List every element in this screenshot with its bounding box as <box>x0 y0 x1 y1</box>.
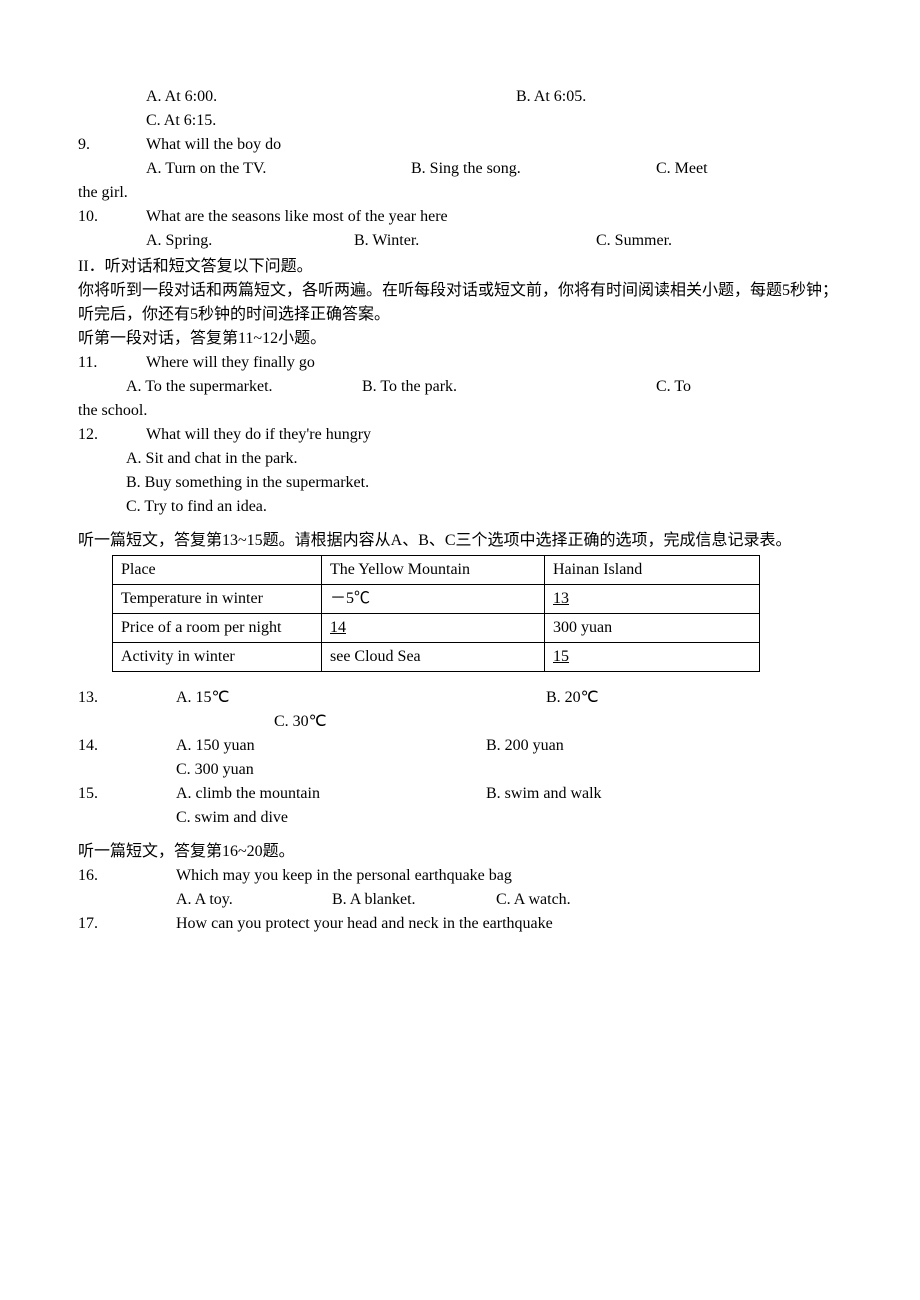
q11-choice-c-cont: the school. <box>78 399 842 423</box>
q16-choice-c: C. A watch. <box>496 888 571 912</box>
table-cell: 15 <box>545 643 760 672</box>
q10-choice-b: B. Winter. <box>354 229 596 253</box>
section2-sub1: 听第一段对话，答复第11~12小题。 <box>78 327 842 351</box>
q10-choice-c: C. Summer. <box>596 229 672 253</box>
q16-num: 16. <box>78 864 176 888</box>
passage1-intro: 听一篇短文，答复第13~15题。请根据内容从A、B、C三个选项中选择正确的选项，… <box>78 529 842 553</box>
q13: 13. A. 15℃ B. 20℃ <box>78 686 842 710</box>
q8-choice-c: C. At 6:15. <box>146 109 216 133</box>
q8-choice-b: B. At 6:05. <box>516 85 586 109</box>
section2-desc: 你将听到一段对话和两篇短文，各听两遍。在听每段对话或短文前，你将有时间阅读相关小… <box>78 279 842 327</box>
q16-choice-a: A. A toy. <box>176 888 332 912</box>
q14: 14. A. 150 yuan B. 200 yuan <box>78 734 842 758</box>
q11-choice-a: A. To the supermarket. <box>78 375 362 399</box>
table-cell: 14 <box>322 614 545 643</box>
q9-text: What will the boy do <box>146 133 842 157</box>
q11-text: Where will they finally go <box>146 351 842 375</box>
q9-choices: A. Turn on the TV. B. Sing the song. C. … <box>78 157 842 181</box>
q11-num: 11. <box>78 351 146 375</box>
q10-num: 10. <box>78 205 146 229</box>
q10-choice-a: A. Spring. <box>78 229 354 253</box>
blank-15: 15 <box>553 648 569 665</box>
q9-choice-c: C. Meet <box>656 157 708 181</box>
table-row: Price of a room per night 14 300 yuan <box>113 614 760 643</box>
q14-num: 14. <box>78 734 176 758</box>
q11-choices: A. To the supermarket. B. To the park. C… <box>78 375 842 399</box>
q13-num: 13. <box>78 686 176 710</box>
q9: 9. What will the boy do <box>78 133 842 157</box>
q9-choice-a: A. Turn on the TV. <box>78 157 411 181</box>
q13-choice-a: A. 15℃ <box>176 686 546 710</box>
q16-choices: A. A toy. B. A blanket. C. A watch. <box>78 888 842 912</box>
passage2-intro: 听一篇短文，答复第16~20题。 <box>78 840 842 864</box>
q9-choice-c-cont: the girl. <box>78 181 842 205</box>
q15: 15. A. climb the mountain B. swim and wa… <box>78 782 842 806</box>
q8-choices: A. At 6:00. B. At 6:05. <box>78 85 842 109</box>
q15-num: 15. <box>78 782 176 806</box>
table-cell: Temperature in winter <box>113 585 322 614</box>
q11: 11. Where will they finally go <box>78 351 842 375</box>
q10-text: What are the seasons like most of the ye… <box>146 205 842 229</box>
blank-13: 13 <box>553 590 569 607</box>
blank-14: 14 <box>330 619 346 636</box>
q14-choice-a: A. 150 yuan <box>176 734 486 758</box>
q12: 12. What will they do if they're hungry <box>78 423 842 447</box>
q8-choices-line2: C. At 6:15. <box>78 109 842 133</box>
table-cell: Activity in winter <box>113 643 322 672</box>
q10-choices: A. Spring. B. Winter. C. Summer. <box>78 229 842 253</box>
q9-num: 9. <box>78 133 146 157</box>
q12-num: 12. <box>78 423 146 447</box>
q16-choice-b: B. A blanket. <box>332 888 496 912</box>
table-cell: －5℃ <box>322 585 545 614</box>
table-cell: 13 <box>545 585 760 614</box>
table-row: Activity in winter see Cloud Sea 15 <box>113 643 760 672</box>
table-cell: 300 yuan <box>545 614 760 643</box>
q16: 16. Which may you keep in the personal e… <box>78 864 842 888</box>
table-cell: Hainan Island <box>545 556 760 585</box>
table-cell: The Yellow Mountain <box>322 556 545 585</box>
q12-choice-c: C. Try to find an idea. <box>78 495 842 519</box>
q16-text: Which may you keep in the personal earth… <box>176 864 842 888</box>
q17: 17. How can you protect your head and ne… <box>78 912 842 936</box>
table-cell: see Cloud Sea <box>322 643 545 672</box>
table-cell: Place <box>113 556 322 585</box>
q11-choice-b: B. To the park. <box>362 375 656 399</box>
q12-text: What will they do if they're hungry <box>146 423 842 447</box>
q9-choice-b: B. Sing the song. <box>411 157 656 181</box>
table-cell: Price of a room per night <box>113 614 322 643</box>
table-row: Temperature in winter －5℃ 13 <box>113 585 760 614</box>
q13-choice-b: B. 20℃ <box>546 686 599 710</box>
q15-choice-a: A. climb the mountain <box>176 782 486 806</box>
q12-choice-a: A. Sit and chat in the park. <box>78 447 842 471</box>
q14-choice-c: C. 300 yuan <box>78 758 842 782</box>
q17-text: How can you protect your head and neck i… <box>176 912 842 936</box>
q15-choice-c: C. swim and dive <box>78 806 842 830</box>
q14-choice-b: B. 200 yuan <box>486 734 564 758</box>
q17-num: 17. <box>78 912 176 936</box>
q11-choice-c: C. To <box>656 375 691 399</box>
q15-choice-b: B. swim and walk <box>486 782 602 806</box>
q12-choice-b: B. Buy something in the supermarket. <box>78 471 842 495</box>
q8-choice-a: A. At 6:00. <box>146 85 516 109</box>
q13-choice-c: C. 30℃ <box>78 710 842 734</box>
info-table: Place The Yellow Mountain Hainan Island … <box>112 555 760 672</box>
q10: 10. What are the seasons like most of th… <box>78 205 842 229</box>
table-row: Place The Yellow Mountain Hainan Island <box>113 556 760 585</box>
section2-title: II．听对话和短文答复以下问题。 <box>78 255 842 279</box>
